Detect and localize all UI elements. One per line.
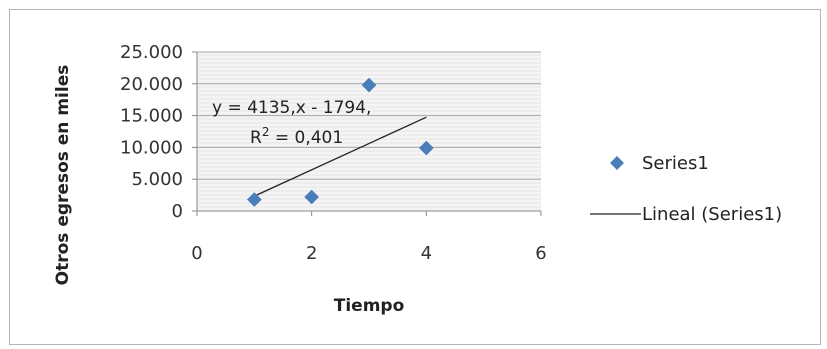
x-tick-label: 0: [191, 243, 202, 264]
y-tick-labels: 0 5.000 10.000 15.000 20.000 25.000: [120, 42, 183, 222]
trendline-group: [254, 116, 427, 197]
x-tick-label: 2: [306, 243, 317, 264]
x-tick-label: 6: [535, 243, 546, 264]
data-points: [246, 77, 434, 207]
plot-area: [197, 52, 541, 211]
trendline-r2: R2 = 0,401: [250, 125, 343, 148]
trendline-equation: y = 4135,x - 1794,: [212, 98, 371, 118]
r2-value: = 0,401: [269, 128, 343, 148]
y-tick-label: 15.000: [120, 106, 183, 127]
trendline: [254, 116, 427, 197]
y-axis-title: Otros egresos en miles: [53, 65, 73, 286]
axes: [196, 52, 542, 216]
r2-prefix: R: [250, 128, 262, 148]
data-point: [304, 189, 320, 205]
legend: Series1 Lineal (Series1): [590, 153, 782, 225]
data-point: [246, 192, 262, 207]
y-tick-label: 5.000: [131, 169, 183, 190]
y-tick-label: 20.000: [120, 74, 183, 95]
data-point: [418, 140, 434, 156]
data-point: [361, 77, 377, 93]
legend-trendline-label: Lineal (Series1): [642, 204, 782, 225]
y-tick-label: 25.000: [120, 42, 183, 63]
x-axis-title: Tiempo: [334, 296, 405, 316]
y-tick-label: 10.000: [120, 137, 183, 158]
legend-series-label: Series1: [642, 153, 709, 174]
legend-series-marker: [610, 156, 624, 170]
x-tick-labels: 0 2 4 6: [191, 243, 546, 264]
r2-superscript: 2: [262, 125, 270, 139]
x-tick-label: 4: [421, 243, 432, 264]
y-tick-label: 0: [172, 201, 183, 222]
